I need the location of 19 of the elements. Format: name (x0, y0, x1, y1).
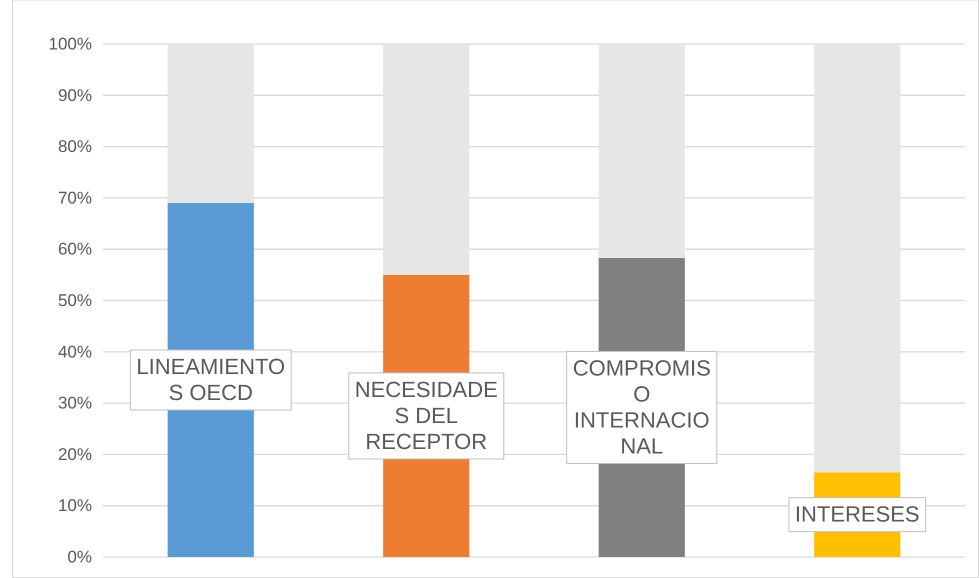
y-tick-label: 30% (58, 394, 92, 413)
y-tick-label: 60% (58, 240, 92, 259)
y-tick-label: 40% (58, 342, 92, 362)
bar (814, 44, 900, 472)
y-tick-label: 10% (58, 496, 92, 516)
y-tick-label: 100% (48, 34, 92, 54)
y-tick-label: 90% (58, 86, 92, 105)
x-tick-label: LINEAMIENTOS OECD (136, 354, 286, 406)
x-tick-label: INTERESES (794, 502, 920, 527)
y-tick-label: 0% (67, 547, 92, 566)
y-tick-label: 80% (58, 137, 92, 156)
x-tick-label: NECESIDADES DEL RECEPTOR (354, 376, 498, 454)
y-tick-label: 50% (58, 290, 92, 310)
bar (598, 44, 685, 258)
y-tick-label: 20% (58, 444, 92, 464)
y-tick-label: 70% (58, 188, 92, 208)
x-tick-label: COMPROMISO INTERNACIONAL (572, 355, 711, 458)
bar (168, 44, 254, 204)
bar (383, 44, 470, 275)
